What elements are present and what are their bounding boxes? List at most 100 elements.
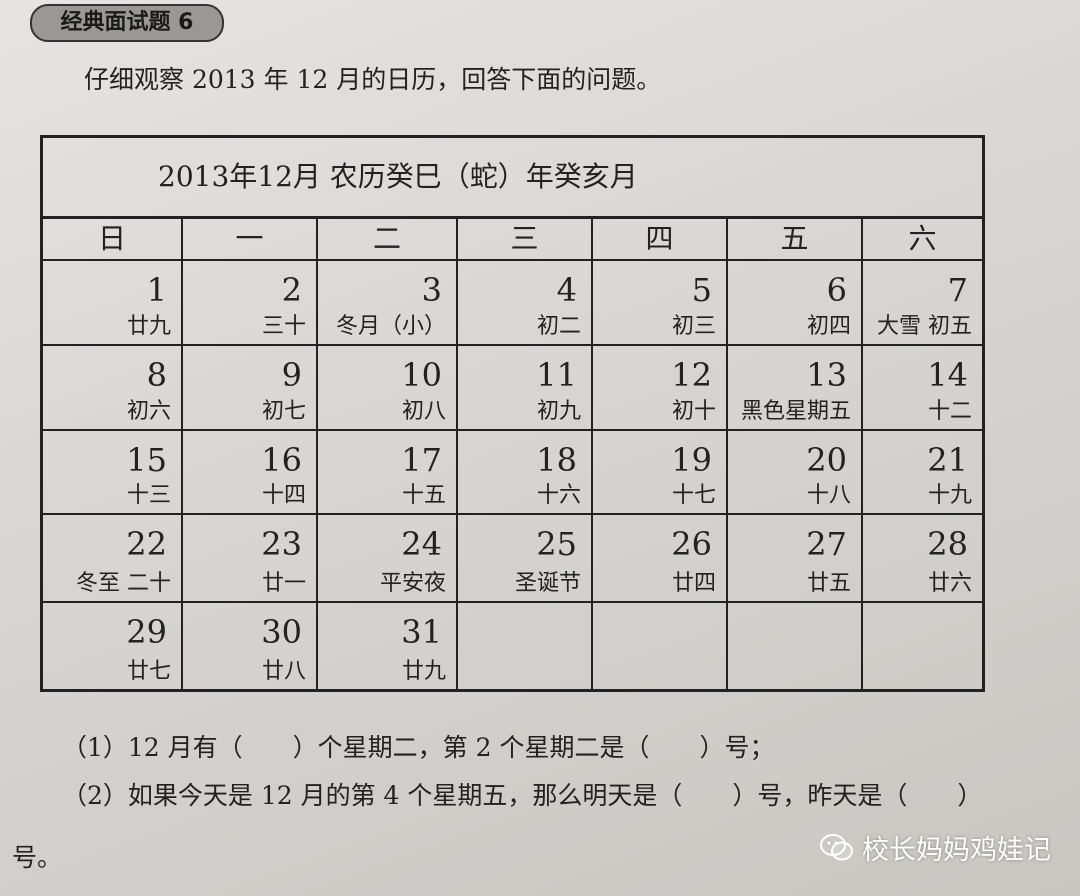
calendar-day-cell: 11 初九 bbox=[458, 346, 593, 431]
lunar-date: 初八 bbox=[401, 399, 446, 424]
day-number: 2 bbox=[281, 271, 302, 309]
calendar-day-cell: 21 十九 bbox=[863, 431, 982, 515]
day-number: 15 bbox=[126, 441, 167, 479]
calendar-day-cell: 8 初六 bbox=[43, 346, 183, 431]
calendar-day-cell: 20 十八 bbox=[728, 431, 863, 515]
calendar-day-cell: 26 廿四 bbox=[593, 515, 728, 603]
question-badge: 经典面试题 6 bbox=[30, 4, 224, 42]
calendar-day-cell: 5 初三 bbox=[593, 261, 728, 346]
question-1: （1）12 月有（ ）个星期二，第 2 个星期二是（ ）号； bbox=[62, 733, 775, 762]
calendar-day-cell: 25 圣诞节 bbox=[458, 515, 593, 603]
calendar-day-cell bbox=[863, 603, 982, 689]
lunar-date: 廿八 bbox=[261, 659, 306, 684]
lunar-date: 十三 bbox=[126, 483, 171, 508]
day-number: 25 bbox=[536, 525, 577, 563]
calendar-day-cell: 22 冬至 二十 bbox=[43, 515, 183, 603]
day-number: 30 bbox=[261, 613, 302, 651]
lunar-date: 廿九 bbox=[126, 314, 171, 339]
calendar-day-cell: 24 平安夜 bbox=[318, 515, 458, 603]
day-number: 21 bbox=[927, 441, 968, 479]
calendar-day-cell: 12 初十 bbox=[593, 346, 728, 431]
lunar-date: 圣诞节 bbox=[514, 571, 581, 596]
lunar-date: 初三 bbox=[671, 314, 716, 339]
lunar-date: 初六 bbox=[126, 399, 171, 424]
calendar-day-cell: 2 三十 bbox=[183, 261, 318, 346]
wechat-icon bbox=[820, 833, 853, 860]
lunar-date: 十八 bbox=[806, 483, 851, 508]
lunar-date: 十四 bbox=[261, 483, 306, 508]
lunar-date: 十五 bbox=[401, 483, 446, 508]
day-number: 24 bbox=[401, 525, 442, 563]
calendar-day-cell: 15 十三 bbox=[43, 431, 183, 515]
calendar-day-cell: 1 廿九 bbox=[43, 261, 183, 346]
day-number: 6 bbox=[826, 271, 847, 309]
day-number: 4 bbox=[556, 271, 577, 309]
calendar-day-cell: 13 黑色星期五 bbox=[728, 346, 863, 431]
day-number: 8 bbox=[146, 356, 167, 394]
day-number: 11 bbox=[536, 356, 577, 394]
intro-text: 仔细观察 2013 年 12 月的日历，回答下面的问题。 bbox=[84, 65, 662, 94]
lunar-date: 廿四 bbox=[671, 571, 716, 596]
lunar-date: 廿九 bbox=[401, 659, 446, 684]
lunar-date: 廿七 bbox=[126, 659, 171, 684]
day-number: 10 bbox=[401, 356, 442, 394]
lunar-date: 冬月（小） bbox=[335, 314, 446, 339]
calendar-day-cell: 28 廿六 bbox=[863, 515, 982, 603]
lunar-date: 初二 bbox=[536, 314, 581, 339]
calendar-day-cell bbox=[593, 603, 728, 689]
calendar-day-cell: 16 十四 bbox=[183, 431, 318, 515]
calendar-table: 2013年12月 农历癸巳（蛇）年癸亥月 日一二三四五六 1 廿九 2 三十 3 冬月（小）… bbox=[40, 135, 985, 692]
calendar-day-cell: 23 廿一 bbox=[183, 515, 318, 603]
lunar-date: 十九 bbox=[927, 483, 972, 508]
lunar-date: 三十 bbox=[261, 314, 306, 339]
question-2: （2）如果今天是 12 月的第 4 个星期五，那么明天是（ ）号，昨天是（ ） bbox=[62, 781, 983, 810]
calendar-day-cell: 3 冬月（小） bbox=[318, 261, 458, 346]
calendar-day-cell bbox=[728, 603, 863, 689]
calendar-title: 2013年12月 农历癸巳（蛇）年癸亥月 bbox=[43, 138, 982, 219]
lunar-date: 十二 bbox=[927, 399, 972, 424]
day-number: 16 bbox=[261, 441, 302, 479]
lunar-date: 廿六 bbox=[927, 571, 972, 596]
day-number: 18 bbox=[536, 441, 577, 479]
lunar-date: 初十 bbox=[671, 399, 716, 424]
calendar-day-cell: 19 十七 bbox=[593, 431, 728, 515]
day-number: 7 bbox=[947, 271, 968, 309]
lunar-date: 平安夜 bbox=[379, 571, 446, 596]
weekday-header: 二 bbox=[318, 216, 458, 261]
lunar-date: 十六 bbox=[536, 483, 581, 508]
day-number: 17 bbox=[401, 441, 442, 479]
question-2-end: 号。 bbox=[12, 843, 63, 872]
day-number: 9 bbox=[281, 356, 302, 394]
day-number: 12 bbox=[671, 356, 712, 394]
day-number: 5 bbox=[691, 271, 712, 309]
weekday-header: 一 bbox=[183, 216, 318, 261]
calendar-day-cell: 30 廿八 bbox=[183, 603, 318, 689]
day-number: 26 bbox=[671, 525, 712, 563]
calendar-day-cell: 18 十六 bbox=[458, 431, 593, 515]
lunar-date: 十七 bbox=[671, 483, 716, 508]
calendar-day-cell: 29 廿七 bbox=[43, 603, 183, 689]
lunar-date: 初九 bbox=[536, 399, 581, 424]
day-number: 31 bbox=[401, 613, 442, 651]
weekday-header: 六 bbox=[863, 216, 982, 261]
day-number: 1 bbox=[146, 271, 167, 309]
lunar-date: 初七 bbox=[261, 399, 306, 424]
day-number: 28 bbox=[927, 525, 968, 563]
calendar-day-cell: 6 初四 bbox=[728, 261, 863, 346]
lunar-date: 廿五 bbox=[806, 571, 851, 596]
calendar-day-cell: 31 廿九 bbox=[318, 603, 458, 689]
calendar-day-cell: 7 大雪 初五 bbox=[863, 261, 982, 346]
calendar-day-cell: 4 初二 bbox=[458, 261, 593, 346]
calendar-day-cell: 27 廿五 bbox=[728, 515, 863, 603]
weekday-header: 四 bbox=[593, 216, 728, 261]
day-number: 22 bbox=[126, 525, 167, 563]
calendar-day-cell: 14 十二 bbox=[863, 346, 982, 431]
day-number: 27 bbox=[806, 525, 847, 563]
lunar-date: 黑色星期五 bbox=[740, 399, 851, 424]
lunar-date: 大雪 初五 bbox=[877, 314, 972, 339]
calendar-day-cell bbox=[458, 603, 593, 689]
day-number: 19 bbox=[671, 441, 712, 479]
calendar-day-cell: 9 初七 bbox=[183, 346, 318, 431]
watermark: 校长妈妈鸡娃记 bbox=[820, 828, 1051, 867]
watermark-text: 校长妈妈鸡娃记 bbox=[862, 835, 1051, 866]
